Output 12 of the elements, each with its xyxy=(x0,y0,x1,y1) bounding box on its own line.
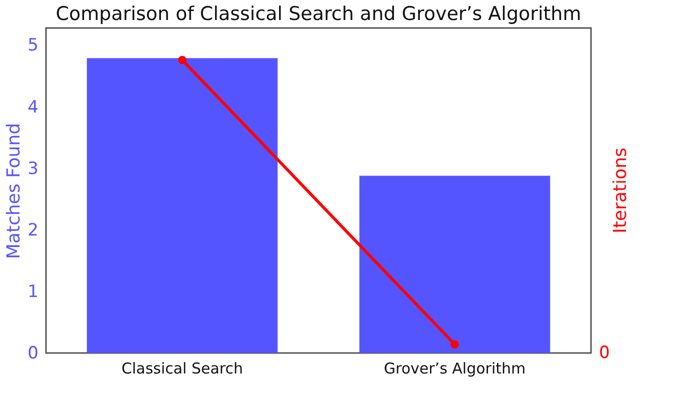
chart-title: Comparison of Classical Search and Grover’s Algorithm xyxy=(56,3,582,25)
y-tick-label: 2 xyxy=(28,220,38,240)
x-tick-label: Classical Search xyxy=(121,360,244,378)
y-tick-label: 4 xyxy=(28,97,38,118)
y-tick-label: 5 xyxy=(28,36,38,56)
x-tick-label: Grover’s Algorithm xyxy=(384,360,526,378)
y-tick-label: 3 xyxy=(28,158,38,179)
y-axis-title: Matches Found xyxy=(4,122,25,260)
y-tick-label: 1 xyxy=(28,282,38,302)
y-tick-label: 0 xyxy=(28,344,38,364)
text: 0 xyxy=(599,343,610,363)
y2-axis-title: Iterations xyxy=(610,148,631,234)
